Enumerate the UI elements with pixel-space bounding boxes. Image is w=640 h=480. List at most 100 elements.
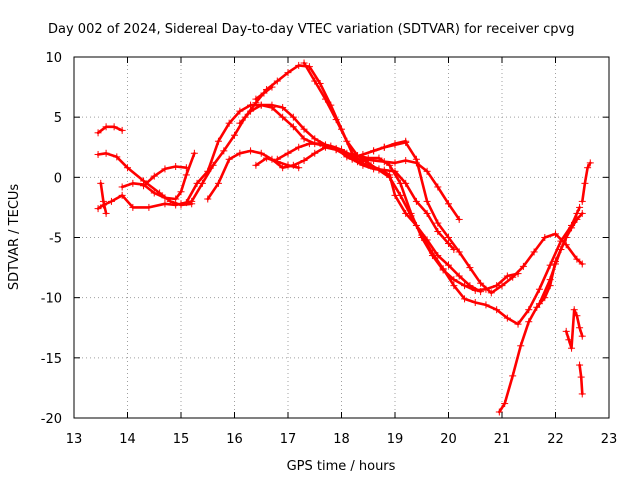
series-trace bbox=[96, 103, 482, 293]
data-point-marker bbox=[498, 282, 506, 290]
data-point-marker bbox=[517, 342, 525, 350]
x-tick-label: 14 bbox=[119, 432, 136, 447]
data-point-marker bbox=[423, 167, 431, 175]
data-point-marker bbox=[380, 143, 388, 151]
data-point-marker bbox=[501, 400, 509, 408]
data-point-marker bbox=[300, 135, 308, 143]
data-point-marker bbox=[461, 282, 469, 290]
data-point-marker bbox=[231, 131, 238, 139]
series-sat-e bbox=[118, 149, 198, 203]
data-point-marker bbox=[434, 219, 442, 227]
data-point-marker bbox=[198, 179, 206, 187]
data-point-marker bbox=[268, 101, 276, 109]
data-point-marker bbox=[573, 209, 581, 217]
data-point-marker bbox=[562, 234, 570, 241]
data-point-marker bbox=[439, 265, 447, 273]
data-point-marker bbox=[487, 289, 495, 297]
data-point-marker bbox=[247, 107, 255, 115]
data-point-marker bbox=[466, 264, 474, 272]
series-sat-j bbox=[252, 83, 276, 103]
data-point-marker bbox=[535, 300, 543, 308]
data-point-marker bbox=[214, 137, 222, 145]
x-tick-label: 19 bbox=[387, 432, 404, 447]
y-tick-label: -10 bbox=[41, 292, 62, 307]
data-point-marker bbox=[380, 158, 388, 166]
data-point-marker bbox=[455, 215, 463, 223]
data-point-marker bbox=[380, 166, 388, 174]
series-trace bbox=[580, 161, 592, 203]
x-tick-label: 23 bbox=[601, 432, 618, 447]
y-tick-label: -20 bbox=[41, 412, 62, 427]
data-point-marker bbox=[509, 273, 517, 281]
data-point-marker bbox=[535, 285, 543, 293]
data-point-marker bbox=[311, 135, 319, 143]
chart-title: Day 002 of 2024, Sidereal Day-to-day VTE… bbox=[48, 22, 574, 37]
data-point-marker bbox=[525, 306, 533, 314]
data-point-marker bbox=[214, 179, 222, 187]
series-sat-g bbox=[177, 61, 356, 208]
x-tick-label: 20 bbox=[440, 432, 457, 447]
data-point-marker bbox=[471, 298, 479, 306]
data-point-marker bbox=[402, 137, 410, 145]
data-point-marker bbox=[295, 61, 303, 69]
data-point-marker bbox=[471, 286, 479, 294]
data-point-marker bbox=[102, 209, 110, 217]
data-point-marker bbox=[94, 205, 102, 213]
data-point-marker bbox=[289, 123, 297, 131]
data-point-marker bbox=[541, 234, 549, 241]
x-tick-label: 16 bbox=[226, 432, 243, 447]
data-point-marker bbox=[434, 227, 442, 235]
data-point-marker bbox=[576, 361, 584, 369]
data-point-marker bbox=[316, 79, 324, 87]
data-point-marker bbox=[509, 372, 517, 380]
data-point-marker bbox=[161, 200, 169, 208]
data-point-marker bbox=[418, 231, 426, 239]
data-point-marker bbox=[236, 119, 244, 127]
data-point-marker bbox=[578, 197, 586, 205]
data-point-marker bbox=[519, 262, 527, 270]
data-point-marker bbox=[359, 161, 367, 169]
data-point-marker bbox=[570, 306, 578, 314]
data-point-marker bbox=[236, 149, 244, 157]
y-tick-label: -15 bbox=[41, 352, 62, 367]
data-point-marker bbox=[182, 164, 190, 172]
data-point-marker bbox=[391, 140, 399, 148]
data-point-marker bbox=[396, 191, 404, 199]
data-point-marker bbox=[182, 171, 190, 179]
data-point-marker bbox=[118, 191, 126, 199]
data-point-marker bbox=[97, 179, 105, 187]
data-point-marker bbox=[273, 155, 281, 163]
data-point-marker bbox=[573, 312, 581, 320]
series-sat-o bbox=[359, 155, 463, 223]
series-sat-p bbox=[370, 138, 586, 297]
y-tick-label: -5 bbox=[49, 232, 62, 247]
data-point-marker bbox=[102, 123, 110, 131]
data-point-marker bbox=[161, 194, 169, 202]
data-point-marker bbox=[252, 95, 260, 103]
data-point-marker bbox=[525, 318, 533, 326]
data-point-marker bbox=[321, 95, 329, 103]
data-point-marker bbox=[129, 179, 137, 187]
x-axis-label: GPS time / hours bbox=[287, 459, 396, 474]
data-point-marker bbox=[295, 164, 303, 172]
data-point-marker bbox=[311, 149, 319, 157]
data-point-marker bbox=[552, 260, 559, 268]
data-point-marker bbox=[284, 69, 292, 77]
data-point-marker bbox=[581, 179, 589, 187]
series-sat-b bbox=[94, 149, 196, 209]
series-sat-a bbox=[94, 123, 126, 137]
data-point-marker bbox=[530, 248, 538, 256]
x-tick-label: 17 bbox=[280, 432, 297, 447]
data-point-marker bbox=[552, 230, 559, 238]
data-point-marker bbox=[279, 113, 287, 121]
data-point-marker bbox=[247, 147, 255, 155]
data-point-marker bbox=[455, 272, 463, 280]
data-point-marker bbox=[407, 212, 415, 220]
data-point-marker bbox=[145, 203, 153, 211]
series-sat-d bbox=[97, 179, 110, 217]
data-point-marker bbox=[268, 83, 276, 91]
data-point-marker bbox=[445, 200, 452, 208]
data-point-marker bbox=[428, 249, 436, 257]
axis-ticks: 13 14 15 16 17 18 19 20 21 22 23 10 5 0 -5 -10 -15 -20 bbox=[41, 51, 618, 447]
data-point-marker bbox=[482, 301, 490, 309]
